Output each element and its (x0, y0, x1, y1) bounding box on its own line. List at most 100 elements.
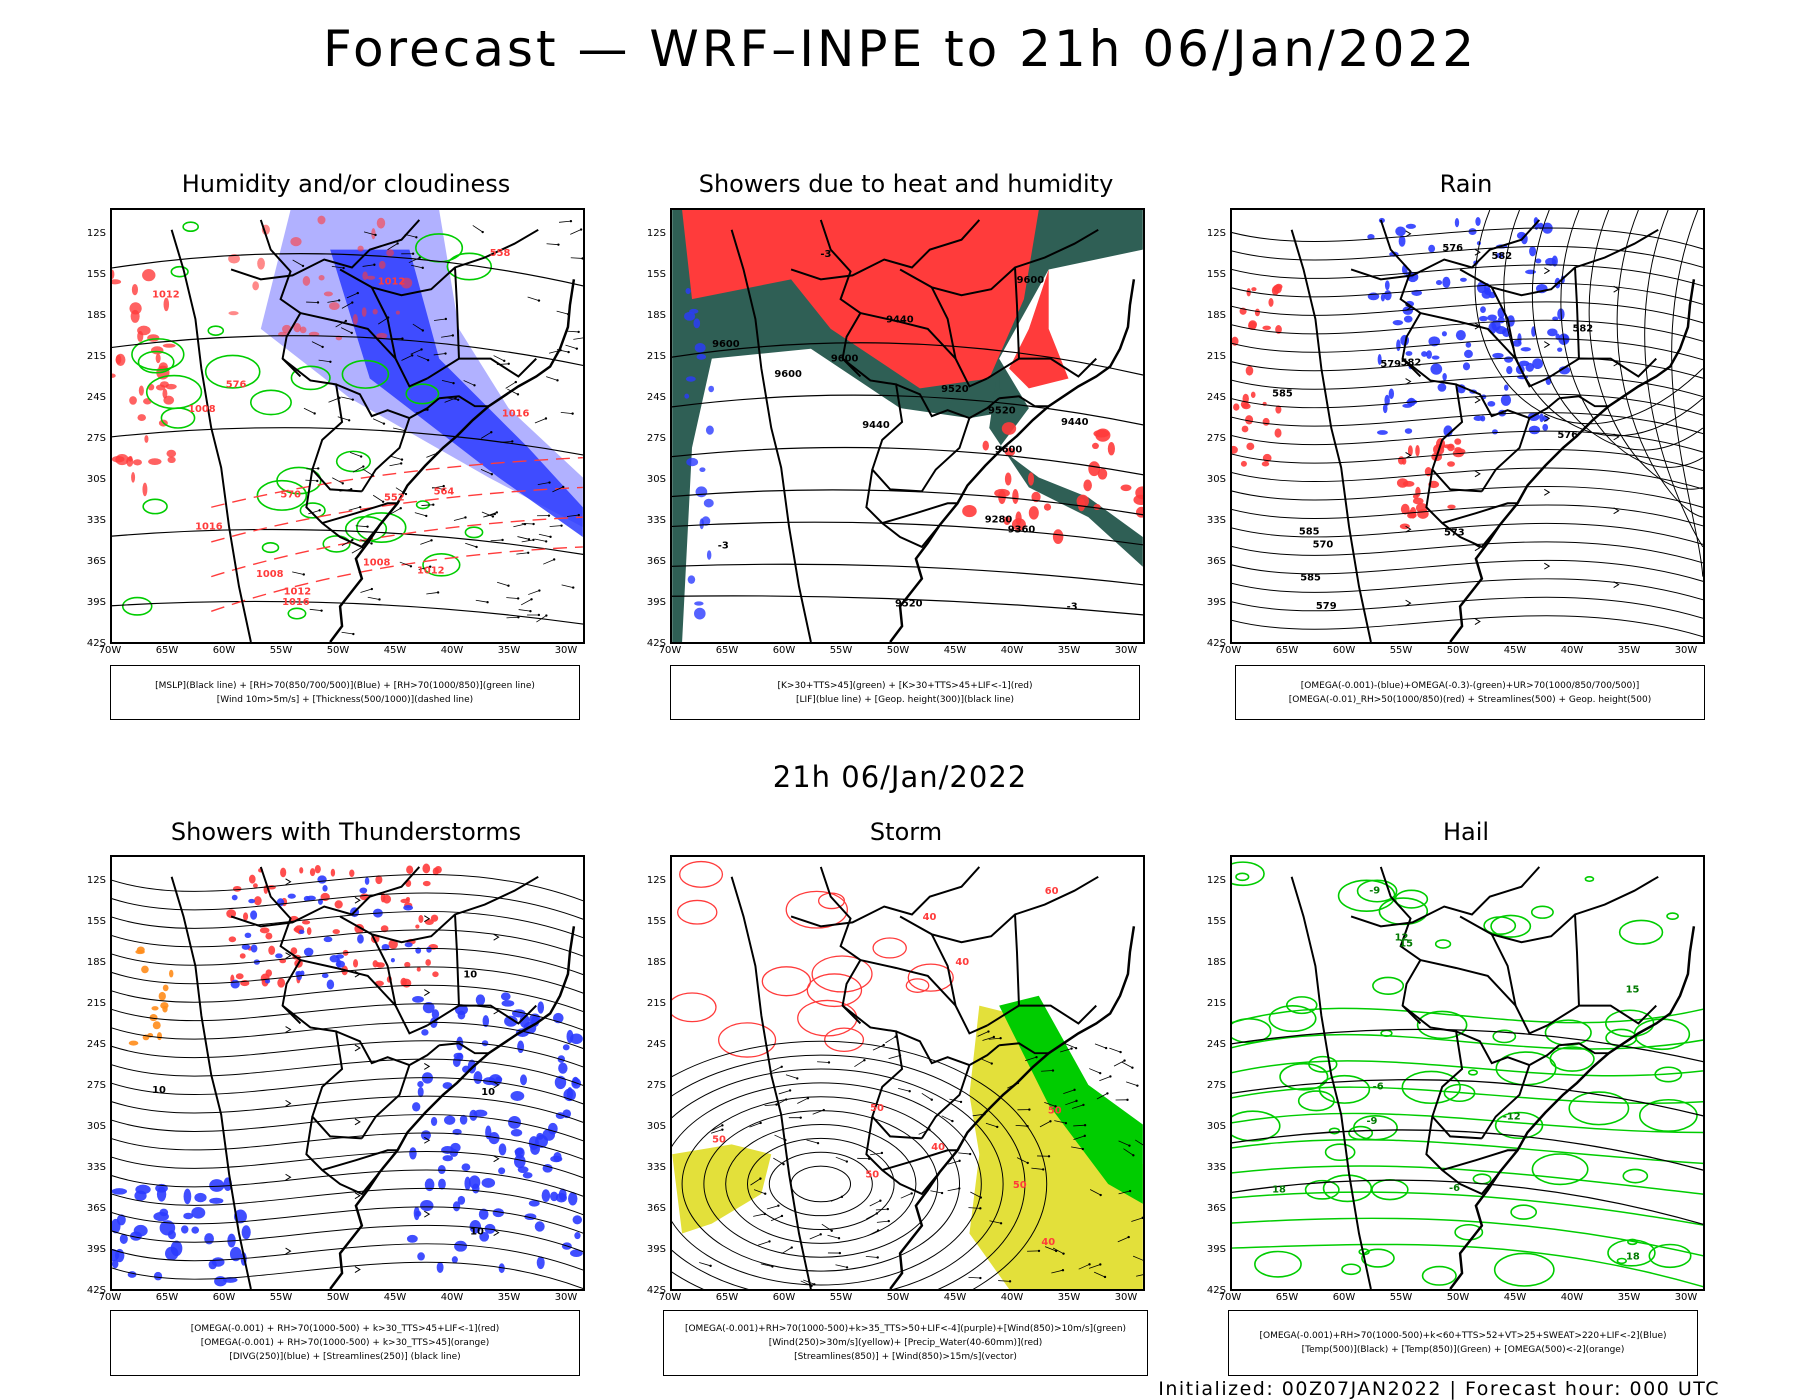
legend-line: [MSLP](Black line) + [RH>70(850/700/500)… (155, 680, 535, 691)
latitude-label: 36S (1206, 1203, 1226, 1214)
contour-label: 10 (470, 1226, 484, 1237)
latitude-label: 30S (86, 474, 106, 485)
longitude-label: 40W (440, 1292, 464, 1303)
contour-label: 18 (1272, 1184, 1286, 1195)
latitude-label: 33S (86, 515, 106, 526)
latitude-label: 12S (646, 228, 666, 239)
legend-line: [OMEGA(-0.001)+RH>70(1000-500)+k>35_TTS>… (684, 1324, 1127, 1334)
legend-line: [Streamlines(850)] + [Wind(850)>15m/s](v… (794, 1352, 1017, 1362)
longitude-label: 70W (1218, 1292, 1242, 1303)
contour-label: 9600 (712, 339, 740, 350)
longitude-label: 65W (715, 645, 739, 656)
panel-title: Rain (1439, 170, 1493, 198)
contour-label: 40 (1041, 1237, 1055, 1248)
longitude-label: 35W (1617, 1292, 1641, 1303)
contour-label: 10 (463, 969, 477, 980)
latitude-label: 24S (646, 392, 666, 403)
longitude-label: 50W (1446, 645, 1470, 656)
legend-line: [OMEGA(-0.001) + RH>70(1000-500) + k>30_… (190, 1324, 500, 1334)
latitude-label: 21S (646, 351, 666, 362)
latitude-label: 30S (646, 1121, 666, 1132)
contour-label: 10 (152, 1085, 166, 1096)
latitude-label: 21S (86, 351, 106, 362)
longitude-label: 45W (383, 1292, 407, 1303)
latitude-label: 33S (646, 1162, 666, 1173)
latitude-label: 12S (1206, 228, 1226, 239)
longitude-label: 55W (1389, 645, 1413, 656)
contour-label: 9600 (995, 445, 1023, 456)
main-title: Forecast — WRF–INPE to 21h 06/Jan/2022 (322, 20, 1477, 78)
longitude-label: 35W (1617, 645, 1641, 656)
latitude-label: 39S (86, 597, 106, 608)
contour-label: 9440 (862, 420, 890, 431)
longitude-label: 30W (1674, 1292, 1698, 1303)
legend-line: [OMEGA(-0.001)-(blue)+OMEGA(-0.3)-(green… (1300, 680, 1640, 691)
longitude-label: 65W (1275, 645, 1299, 656)
contour-label: 582 (1572, 324, 1593, 335)
panel-legend: [OMEGA(-0.001) + RH>70(1000-500) + k>30_… (110, 1310, 580, 1376)
legend-line: [OMEGA(-0.001) + RH>70(1000-500) + k>30_… (200, 1338, 490, 1348)
latitude-label: 33S (1206, 515, 1226, 526)
panel-title: Hail (1442, 818, 1490, 846)
panel-title: Showers with Thunderstorms (170, 818, 522, 846)
contour-label: 1012 (378, 277, 406, 288)
contour-label: 40 (955, 957, 969, 968)
latitude-label: 15S (86, 916, 106, 927)
contour-label: 9360 (1008, 524, 1036, 535)
longitude-label: 40W (1560, 1292, 1584, 1303)
map-frame: 9600 9600 9600 9600 9520 9520 9440 9440 9360 9280… (670, 208, 1145, 644)
contour-label: 552 (384, 493, 405, 504)
latitude-label: 27S (646, 433, 666, 444)
longitude-label: 35W (1057, 1292, 1081, 1303)
latitude-label: 18S (86, 957, 106, 968)
contour-label: 1016 (502, 408, 530, 419)
map-frame: 585 585 582 582 579 579 576 576 573 570 582 585 (1230, 208, 1705, 644)
latitude-label: 36S (1206, 556, 1226, 567)
latitude-label: 18S (1206, 310, 1226, 321)
latitude-label: 27S (1206, 433, 1226, 444)
longitude-label: 60W (772, 645, 796, 656)
contour-label: 40 (923, 912, 937, 923)
contour-label: 1008 (363, 557, 391, 568)
panel-legend: [OMEGA(-0.001)+RH>70(1000-500)+k>35_TTS>… (663, 1310, 1148, 1376)
latitude-label: 42S (86, 1285, 106, 1296)
contour-label: 9520 (895, 598, 923, 609)
longitude-label: 30W (1674, 645, 1698, 656)
longitude-label: 40W (440, 645, 464, 656)
latitude-label: 15S (1206, 916, 1226, 927)
latitude-label: 36S (86, 1203, 106, 1214)
contour-label: 558 (490, 248, 511, 259)
longitude-label: 65W (1275, 1292, 1299, 1303)
contour-label: 564 (434, 487, 455, 498)
contour-label: 9600 (774, 369, 802, 380)
latitude-label: 30S (1206, 1121, 1226, 1132)
longitude-label: 50W (886, 1292, 910, 1303)
latitude-label: 42S (1206, 1285, 1226, 1296)
contour-label: 585 (1299, 526, 1320, 537)
contour-label: 40 (931, 1142, 945, 1153)
contour-label: 60 (1045, 886, 1059, 897)
panel-title: Storm (869, 818, 943, 846)
weather-map: 50 40 50 50 40 60 50 40 50 40 (672, 860, 1143, 1289)
contour-label: 579 (1380, 359, 1401, 370)
legend-line: [Wind 10m>5m/s] + [Thickness(500/1000)](… (216, 694, 474, 705)
contour-label: 1016 (282, 597, 310, 608)
latitude-label: 12S (86, 875, 106, 886)
latitude-label: 42S (646, 638, 666, 649)
latitude-label: 24S (646, 1039, 666, 1050)
contour-label: 9440 (1061, 417, 1089, 428)
latitude-label: 42S (86, 638, 106, 649)
latitude-label: 21S (86, 998, 106, 1009)
panel-legend: [K>30+TTS>45](green) + [K>30+TTS>45+LIF<… (670, 665, 1140, 720)
latitude-label: 21S (1206, 351, 1226, 362)
latitude-label: 18S (86, 310, 106, 321)
longitude-label: 60W (772, 1292, 796, 1303)
contour-label: 1016 (195, 522, 223, 533)
contour-label: 576 (226, 379, 247, 390)
legend-line: [Wind(250)>30m/s](yellow)+ [Precip_Water… (768, 1338, 1043, 1348)
contour-label: 1012 (152, 290, 180, 301)
contour-label: 9520 (941, 384, 969, 395)
legend-line: [LIF](blue line) + [Geop. height(300)](b… (795, 694, 1015, 705)
